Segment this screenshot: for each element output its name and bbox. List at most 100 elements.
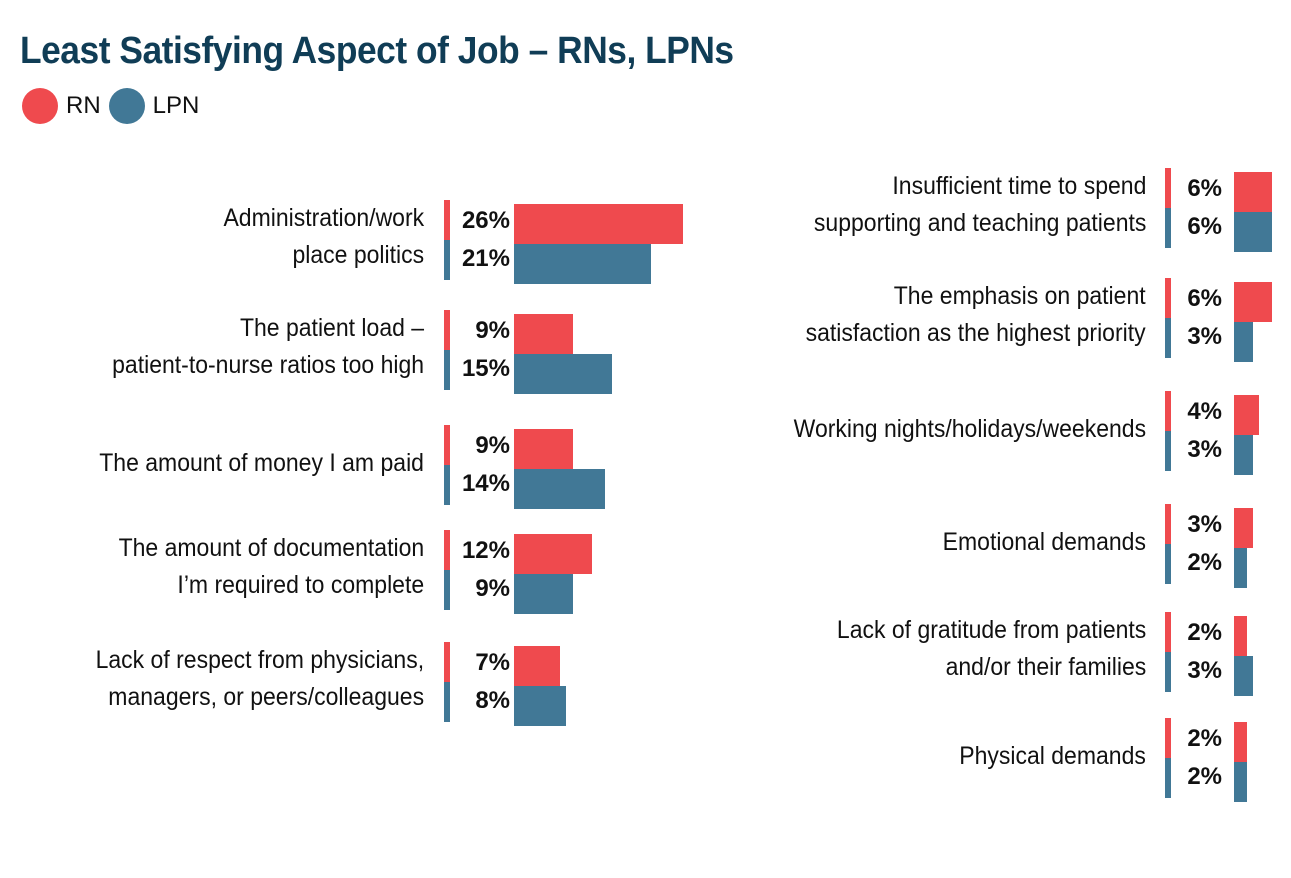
left-category-label: Administration/work place politics <box>223 200 424 274</box>
rn-value: 6% <box>1187 175 1222 202</box>
lpn-value: 21% <box>461 245 510 272</box>
legend-lpn-swatch <box>108 88 145 124</box>
label-line: and/or their families <box>945 653 1146 681</box>
rn-value: 2% <box>1187 725 1222 752</box>
lpn-value: 3% <box>1187 657 1222 684</box>
chart-title: Least Satisfying Aspect of Job – RNs, LP… <box>20 30 734 72</box>
label-line: Emotional demands <box>942 528 1146 556</box>
lpn-bar <box>514 244 651 284</box>
rn-bar <box>514 646 560 686</box>
lpn-tick <box>1165 758 1171 798</box>
lpn-bar <box>1234 212 1272 252</box>
rn-tick <box>1165 391 1171 431</box>
label-line: managers, or peers/colleagues <box>108 683 424 711</box>
left-category-label: The amount of documentation I’m required … <box>118 530 424 604</box>
rn-value: 12% <box>461 537 510 564</box>
rn-bar <box>1234 172 1272 212</box>
lpn-tick <box>1165 318 1171 358</box>
right-category-label: Physical demands <box>959 738 1146 775</box>
lpn-value: 3% <box>1187 323 1222 350</box>
right-category-label: Working nights/holidays/weekends <box>794 411 1146 448</box>
lpn-tick <box>444 350 450 390</box>
rn-tick <box>444 425 450 465</box>
lpn-bar <box>1234 762 1247 802</box>
lpn-tick <box>1165 431 1171 471</box>
right-category-label: Emotional demands <box>943 524 1146 561</box>
left-category-label: Lack of respect from physicians, managers… <box>95 642 424 716</box>
lpn-tick <box>444 570 450 610</box>
label-line: The amount of documentation <box>118 534 424 562</box>
lpn-bar <box>514 469 605 509</box>
lpn-bar <box>514 574 573 614</box>
label-line: patient-to-nurse ratios too high <box>112 351 424 379</box>
label-line: The emphasis on patient <box>894 282 1146 310</box>
rn-bar <box>514 429 573 469</box>
rn-value: 3% <box>1187 511 1222 538</box>
lpn-value: 2% <box>1187 549 1222 576</box>
lpn-value: 2% <box>1187 763 1222 790</box>
label-line: The patient load – <box>239 314 424 342</box>
label-line: Physical demands <box>959 742 1146 770</box>
rn-bar <box>1234 395 1259 435</box>
right-category-label: Insufficient time to spend supporting and… <box>814 168 1146 242</box>
lpn-tick <box>444 682 450 722</box>
lpn-bar <box>514 354 612 394</box>
rn-bar <box>514 534 592 574</box>
label-line: I’m required to complete <box>177 571 424 599</box>
lpn-value: 8% <box>475 687 510 714</box>
lpn-tick <box>1165 544 1171 584</box>
rn-tick <box>444 200 450 240</box>
label-line: The amount of money I am paid <box>99 449 424 477</box>
label-line: Lack of respect from physicians, <box>95 646 424 674</box>
lpn-bar <box>1234 322 1253 362</box>
legend-rn-swatch <box>22 88 58 124</box>
lpn-bar <box>1234 656 1253 696</box>
rn-value: 9% <box>475 317 510 344</box>
lpn-value: 3% <box>1187 436 1222 463</box>
rn-tick <box>1165 168 1171 208</box>
legend-rn-label: RN <box>66 92 101 119</box>
lpn-value: 14% <box>461 470 510 497</box>
lpn-bar <box>1234 435 1253 475</box>
rn-value: 2% <box>1187 619 1222 646</box>
rn-value: 7% <box>475 649 510 676</box>
lpn-tick <box>444 465 450 505</box>
rn-tick <box>1165 504 1171 544</box>
rn-tick <box>444 310 450 350</box>
rn-value: 6% <box>1187 285 1222 312</box>
rn-value: 4% <box>1187 398 1222 425</box>
rn-bar <box>1234 722 1247 762</box>
rn-tick <box>1165 612 1171 652</box>
lpn-bar <box>514 686 566 726</box>
rn-tick <box>444 530 450 570</box>
rn-tick <box>444 642 450 682</box>
right-category-label: Lack of gratitude from patients and/or th… <box>837 612 1146 686</box>
rn-bar <box>1234 282 1272 322</box>
label-line: Administration/work <box>223 204 424 232</box>
rn-tick <box>1165 718 1171 758</box>
label-line: Working nights/holidays/weekends <box>793 415 1146 443</box>
lpn-tick <box>1165 652 1171 692</box>
right-category-label: The emphasis on patient satisfaction as t… <box>806 278 1146 352</box>
lpn-tick <box>1165 208 1171 248</box>
lpn-tick <box>444 240 450 280</box>
rn-value: 9% <box>475 432 510 459</box>
label-line: satisfaction as the highest priority <box>805 319 1146 347</box>
lpn-bar <box>1234 548 1247 588</box>
rn-bar <box>514 204 683 244</box>
rn-bar <box>514 314 573 354</box>
lpn-value: 6% <box>1187 213 1222 240</box>
rn-value: 26% <box>461 207 510 234</box>
rn-tick <box>1165 278 1171 318</box>
rn-bar <box>1234 508 1253 548</box>
label-line: supporting and teaching patients <box>813 209 1146 237</box>
lpn-value: 9% <box>475 575 510 602</box>
label-line: place politics <box>292 241 424 269</box>
label-line: Insufficient time to spend <box>891 172 1146 200</box>
legend-lpn-label: LPN <box>152 92 200 119</box>
legend: RN LPN <box>22 88 207 124</box>
left-category-label: The amount of money I am paid <box>99 445 424 482</box>
rn-bar <box>1234 616 1247 656</box>
left-category-label: The patient load – patient-to-nurse ratio… <box>112 310 424 384</box>
label-line: Lack of gratitude from patients <box>836 616 1146 644</box>
